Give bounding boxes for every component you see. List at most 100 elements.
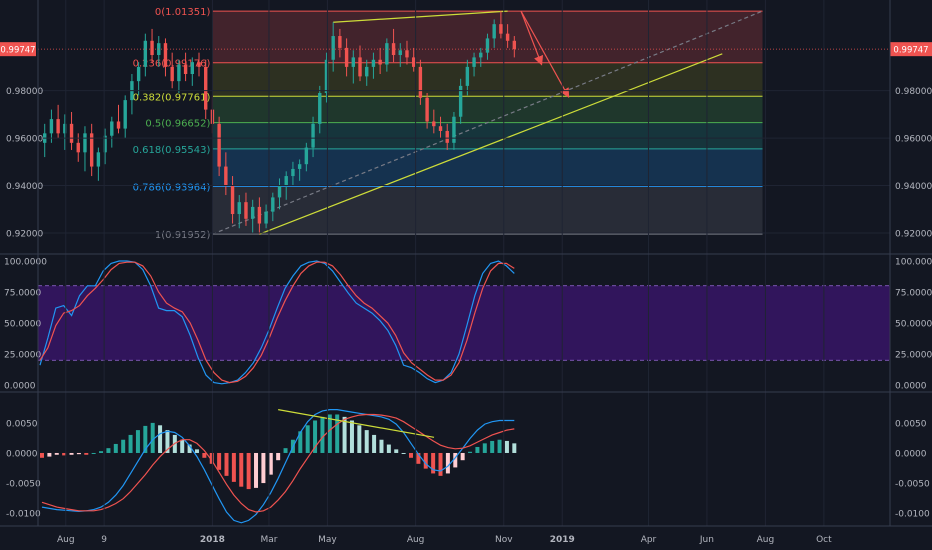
stoch-tick-right: 50.0000 (895, 320, 932, 330)
candle-body (479, 52, 483, 58)
candle-body (110, 121, 114, 136)
fib-zone (212, 122, 763, 149)
x-tick-label: Nov (495, 535, 513, 545)
fib-zone (212, 186, 763, 235)
macd-tick-right: -0.0100 (895, 510, 930, 520)
macd-histogram-bar (54, 452, 59, 455)
last-price-label: 0.99747 (893, 46, 928, 56)
last-price-badge (0, 42, 36, 57)
candle-body (324, 59, 329, 93)
macd-histogram-bar (217, 452, 222, 470)
macd-histogram-bar (497, 439, 502, 453)
macd-histogram-bar (239, 452, 244, 487)
macd-histogram-bar (482, 443, 487, 453)
candle-body (485, 38, 490, 53)
y-tick-label-left: 0.96000 (6, 135, 43, 145)
trend-line (212, 10, 763, 235)
macd-histogram-bar (180, 439, 185, 453)
candle-body (123, 100, 127, 129)
fib-level-label: 0.236(0.99176) (133, 59, 211, 70)
macd-histogram-bar (504, 440, 509, 453)
candle-body (438, 126, 443, 131)
macd-histogram-bar (84, 452, 89, 455)
candle-body (69, 123, 74, 143)
macd-panel[interactable] (40, 409, 517, 524)
candle-body (264, 211, 268, 224)
macd-tick-right: 0.0050 (895, 419, 927, 429)
macd-histogram-bar (305, 425, 310, 453)
fib-level-label: 0.382(0.97761) (133, 92, 211, 103)
price-panel[interactable]: 0(1.01351) 0.236(0.99176) 0.382(0.97761) 0.… (0, 7, 932, 241)
macd-histogram-bar (423, 452, 428, 469)
macd-histogram-bar (386, 444, 391, 453)
macd-histogram-bar (69, 452, 74, 455)
stoch-series-line (39, 260, 515, 385)
macd-histogram-bar (460, 452, 465, 461)
stoch-series-line (39, 261, 515, 384)
candle-body (103, 135, 107, 153)
candle-body (177, 64, 181, 82)
y-tick-label-right: 0.98000 (895, 87, 932, 97)
stoch-tick-right: 100.0000 (895, 257, 932, 267)
last-price-badge (890, 42, 932, 57)
macd-histogram-bar (91, 452, 96, 454)
macd-histogram-bar (76, 452, 81, 455)
stoch-tick-left: 25.0000 (4, 351, 41, 361)
macd-histogram-bar (99, 451, 104, 453)
stoch-tick-left: 75.0000 (4, 288, 41, 298)
macd-tick-right: -0.0050 (895, 480, 930, 490)
fib-level-label: 0.618(0.95543) (133, 145, 211, 156)
macd-tick-left: 0.0050 (6, 419, 38, 429)
macd-histogram-bar (202, 452, 207, 458)
candle-body (425, 97, 429, 122)
y-tick-label-right: 0.92000 (895, 230, 932, 240)
candle-body (277, 185, 282, 198)
candle-body (237, 202, 241, 215)
macd-histogram-bar (438, 452, 443, 476)
x-tick-label: 9 (101, 535, 107, 545)
macd-histogram-bar (194, 449, 199, 453)
candle-body (458, 85, 463, 117)
x-tick-label: 2018 (200, 535, 225, 545)
macd-histogram-bar (349, 420, 354, 453)
stoch-tick-left: 50.0000 (4, 320, 41, 330)
candle-body (297, 164, 302, 169)
fib-level-label: 0(1.01351) (155, 7, 211, 18)
candle-body (83, 133, 87, 153)
macd-histogram-bar (224, 452, 229, 476)
macd-histogram-bar (313, 420, 318, 453)
candle-body (331, 36, 335, 60)
macd-histogram-bar (47, 452, 52, 457)
macd-histogram-bar (187, 444, 192, 453)
macd-histogram-bar (135, 430, 140, 453)
x-tick-label: Jun (699, 535, 714, 545)
candle-body (432, 121, 436, 127)
macd-histogram-bar (283, 448, 288, 453)
candle-body (136, 66, 141, 82)
candle-body (204, 66, 208, 110)
macd-histogram-bar (357, 425, 362, 453)
x-tick-label: Oct (816, 535, 832, 545)
macd-histogram-bar (209, 452, 214, 464)
fib-level-label: 0.5(0.96652) (145, 119, 210, 130)
x-tick-label: Apr (641, 535, 657, 545)
candle-body (338, 36, 342, 48)
macd-histogram-bar (364, 430, 369, 453)
candle-body (89, 133, 94, 167)
x-tick-label: Aug (407, 535, 425, 545)
macd-histogram-bar (261, 452, 266, 484)
x-tick-label: May (318, 535, 337, 545)
candle-body (378, 59, 382, 65)
macd-series-line (41, 413, 515, 513)
stochastic-panel[interactable] (38, 260, 890, 385)
macd-histogram-bar (276, 452, 281, 461)
candle-body (183, 64, 188, 75)
candle-body (304, 147, 309, 165)
candle-body (250, 206, 255, 219)
candle-body (499, 24, 503, 34)
candle-body (257, 206, 262, 224)
macd-histogram-bar (327, 414, 332, 453)
y-tick-label-left: 0.92000 (6, 230, 43, 240)
candle-body (445, 130, 449, 143)
